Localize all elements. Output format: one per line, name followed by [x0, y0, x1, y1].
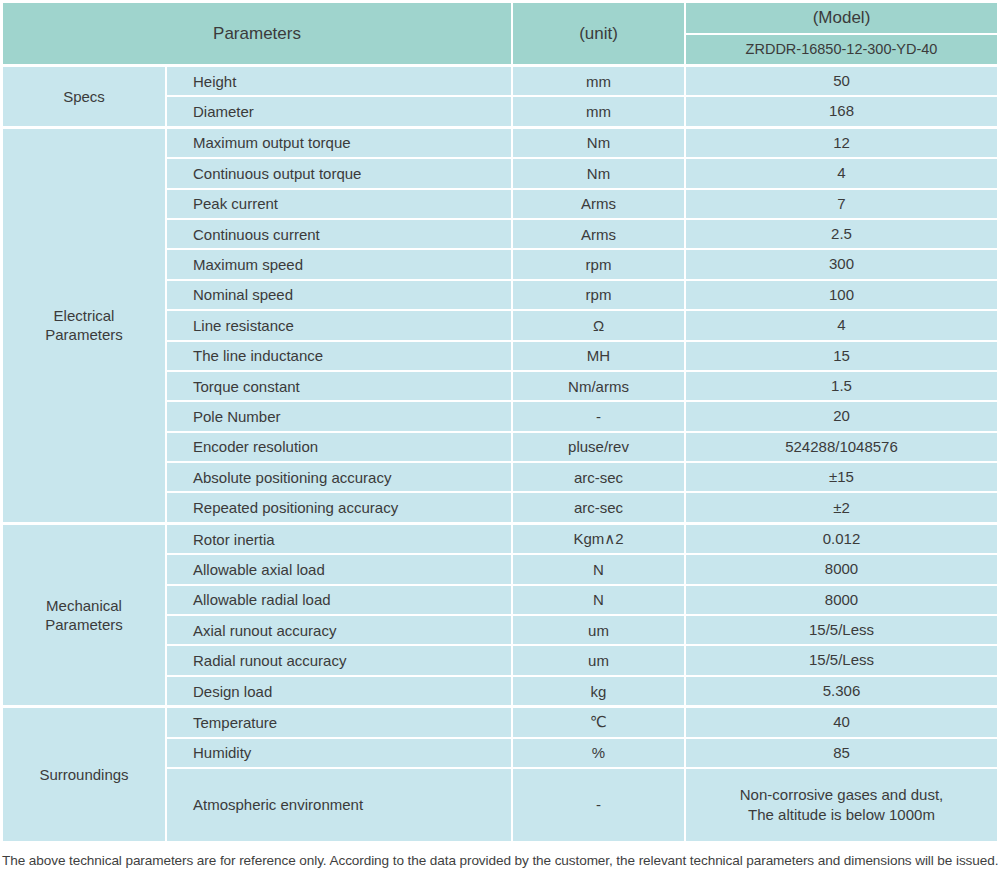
section-label: Electrical Parameters — [3, 129, 165, 522]
value-cell: ±15 — [686, 463, 997, 491]
value-cell: 85 — [686, 739, 997, 767]
value-cell: 300 — [686, 250, 997, 278]
section-label-text: Surroundings — [39, 765, 128, 785]
param-cell: Design load — [167, 677, 511, 705]
value-cell: 100 — [686, 281, 997, 309]
value-cell: 50 — [686, 67, 997, 95]
value-cell: Non-corrosive gases and dust, The altitu… — [686, 769, 997, 841]
value-cell: 20 — [686, 402, 997, 430]
unit-cell: N — [513, 586, 684, 614]
param-cell: Continuous output torque — [167, 159, 511, 187]
unit-cell: um — [513, 646, 684, 674]
unit-cell: pluse/rev — [513, 433, 684, 461]
value-cell: 15 — [686, 342, 997, 370]
param-cell: Atmospheric environment — [167, 769, 511, 841]
header-parameters: Parameters — [3, 3, 511, 64]
param-cell: Rotor inertia — [167, 525, 511, 553]
unit-cell: Nm — [513, 129, 684, 157]
param-cell: Absolute positioning accuracy — [167, 463, 511, 491]
param-cell: Repeated positioning accuracy — [167, 493, 511, 521]
value-cell: 15/5/Less — [686, 616, 997, 644]
value-cell: 1.5 — [686, 372, 997, 400]
spec-table: Parameters (unit) (Model) ZRDDR-16850-12… — [3, 3, 997, 841]
footer-note: The above technical parameters are for r… — [2, 853, 1000, 868]
value-cell: 8000 — [686, 555, 997, 583]
unit-cell: Nm/arms — [513, 372, 684, 400]
unit-cell: MH — [513, 342, 684, 370]
unit-cell: mm — [513, 97, 684, 125]
value-cell: 5.306 — [686, 677, 997, 705]
section-electrical-parameters: Electrical Parameters Maximum output torq… — [3, 129, 997, 522]
unit-cell: Ω — [513, 311, 684, 339]
param-cell: Pole Number — [167, 402, 511, 430]
param-cell: Humidity — [167, 739, 511, 767]
unit-cell: - — [513, 769, 684, 841]
header-model-label: (Model) — [813, 8, 871, 28]
param-cell: Axial runout accuracy — [167, 616, 511, 644]
param-cell: Nominal speed — [167, 281, 511, 309]
unit-cell: rpm — [513, 250, 684, 278]
section-label-text: Mechanical Parameters — [29, 596, 139, 635]
value-cell: 168 — [686, 97, 997, 125]
unit-cell: Kgm∧2 — [513, 525, 684, 553]
unit-cell: % — [513, 739, 684, 767]
header-model: (Model) — [686, 3, 997, 33]
unit-cell: arc-sec — [513, 463, 684, 491]
section-specs: Specs Heightmm50 Diametermm168 — [3, 67, 997, 126]
unit-cell: arc-sec — [513, 493, 684, 521]
value-cell: 2.5 — [686, 220, 997, 248]
param-cell: Height — [167, 67, 511, 95]
param-cell: Peak current — [167, 190, 511, 218]
section-surroundings: Surroundings Temperature℃40 Humidity%85 Atm… — [3, 708, 997, 841]
value-cell: 0.012 — [686, 525, 997, 553]
section-label-text: Specs — [63, 87, 105, 107]
unit-cell: Nm — [513, 159, 684, 187]
unit-cell: mm — [513, 67, 684, 95]
section-label: Mechanical Parameters — [3, 525, 165, 705]
value-cell: 12 — [686, 129, 997, 157]
value-cell: 40 — [686, 708, 997, 736]
unit-cell: kg — [513, 677, 684, 705]
param-cell: Maximum output torque — [167, 129, 511, 157]
param-cell: Diameter — [167, 97, 511, 125]
param-cell: Torque constant — [167, 372, 511, 400]
section-mechanical-parameters: Mechanical Parameters Rotor inertiaKgm∧20… — [3, 525, 997, 705]
table-body: Specs Heightmm50 Diametermm168 Electrical P… — [3, 67, 997, 841]
unit-cell: um — [513, 616, 684, 644]
header-unit-label: (unit) — [579, 24, 618, 44]
unit-cell: rpm — [513, 281, 684, 309]
header-parameters-label: Parameters — [213, 24, 301, 44]
param-cell: Line resistance — [167, 311, 511, 339]
value-cell: 15/5/Less — [686, 646, 997, 674]
unit-cell: Arms — [513, 190, 684, 218]
header-model-number: ZRDDR-16850-12-300-YD-40 — [686, 35, 997, 65]
model-number-text: ZRDDR-16850-12-300-YD-40 — [746, 41, 938, 57]
param-cell: Temperature — [167, 708, 511, 736]
header-unit: (unit) — [513, 3, 684, 64]
param-cell: Allowable radial load — [167, 586, 511, 614]
param-cell: Radial runout accuracy — [167, 646, 511, 674]
param-cell: Allowable axial load — [167, 555, 511, 583]
unit-cell: - — [513, 402, 684, 430]
param-cell: Continuous current — [167, 220, 511, 248]
value-cell: 524288/1048576 — [686, 433, 997, 461]
param-cell: Maximum speed — [167, 250, 511, 278]
unit-cell: Arms — [513, 220, 684, 248]
section-label: Surroundings — [3, 708, 165, 841]
section-label-text: Electrical Parameters — [29, 306, 139, 345]
section-label: Specs — [3, 67, 165, 126]
value-cell: 8000 — [686, 586, 997, 614]
param-cell: The line inductance — [167, 342, 511, 370]
unit-cell: ℃ — [513, 708, 684, 736]
value-cell: 4 — [686, 159, 997, 187]
value-cell: ±2 — [686, 493, 997, 521]
unit-cell: N — [513, 555, 684, 583]
table-header: Parameters (unit) (Model) ZRDDR-16850-12… — [3, 3, 997, 64]
value-cell: 4 — [686, 311, 997, 339]
value-cell: 7 — [686, 190, 997, 218]
param-cell: Encoder resolution — [167, 433, 511, 461]
